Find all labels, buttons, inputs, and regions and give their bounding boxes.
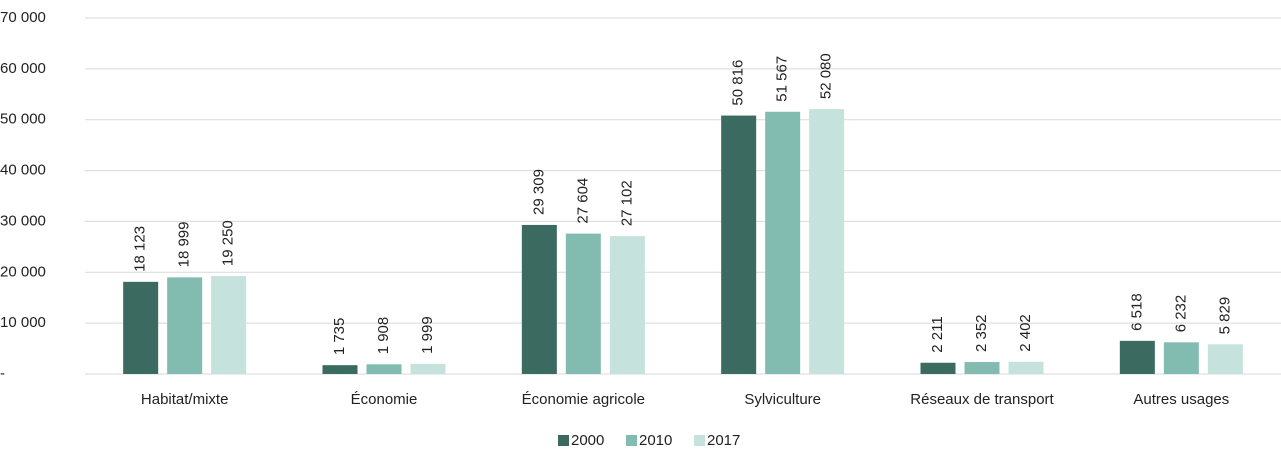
bar bbox=[1119, 340, 1155, 374]
bar bbox=[1008, 361, 1044, 374]
value-label: 51 567 bbox=[774, 56, 791, 102]
value-label: 19 250 bbox=[220, 220, 237, 266]
bar bbox=[964, 362, 1000, 374]
value-label: 52 080 bbox=[818, 53, 835, 99]
bar bbox=[609, 236, 645, 374]
y-tick-label: 30 000 bbox=[0, 212, 46, 229]
value-label: 6 232 bbox=[1172, 295, 1189, 333]
legend-swatch bbox=[626, 435, 637, 446]
x-tick-label: Réseaux de transport bbox=[910, 391, 1054, 408]
bar bbox=[410, 363, 446, 374]
legend-label: 2000 bbox=[571, 432, 604, 449]
bar bbox=[920, 362, 956, 374]
bar bbox=[211, 276, 247, 374]
value-label: 1 908 bbox=[375, 317, 392, 355]
value-label: 1 999 bbox=[419, 316, 436, 354]
value-label: 29 309 bbox=[530, 169, 547, 215]
bar bbox=[123, 281, 159, 374]
value-label: 2 352 bbox=[973, 314, 990, 352]
y-tick-label: 60 000 bbox=[0, 60, 46, 77]
value-label: 50 816 bbox=[730, 60, 747, 106]
value-label: 6 518 bbox=[1128, 293, 1145, 331]
x-tick-label: Sylviculture bbox=[744, 391, 821, 408]
bar bbox=[565, 233, 601, 374]
bar bbox=[521, 224, 557, 374]
value-label: 5 829 bbox=[1216, 297, 1233, 335]
value-label: 1 735 bbox=[331, 318, 348, 356]
x-tick-label: Économie bbox=[351, 391, 418, 408]
x-tick-label: Économie agricole bbox=[522, 391, 645, 408]
bar bbox=[322, 365, 358, 374]
legend-label: 2010 bbox=[639, 432, 672, 449]
bar bbox=[167, 277, 203, 374]
x-tick-label: Autres usages bbox=[1133, 391, 1229, 408]
value-label: 2 211 bbox=[929, 316, 946, 352]
legend-swatch bbox=[558, 435, 569, 446]
y-tick-label: 40 000 bbox=[0, 162, 46, 179]
y-tick-label: 50 000 bbox=[0, 111, 46, 128]
value-label: 27 102 bbox=[618, 180, 635, 226]
value-label: 18 123 bbox=[132, 226, 149, 272]
value-label: 2 402 bbox=[1017, 314, 1034, 352]
bar bbox=[765, 111, 801, 375]
y-tick-label: 70 000 bbox=[0, 9, 46, 26]
value-label: 27 604 bbox=[574, 178, 591, 224]
y-tick-label: - bbox=[0, 365, 5, 382]
bar bbox=[366, 364, 402, 374]
bar bbox=[721, 115, 757, 375]
bar bbox=[809, 109, 845, 375]
y-tick-label: 20 000 bbox=[0, 263, 46, 280]
bar bbox=[1207, 344, 1243, 374]
legend-swatch bbox=[694, 435, 705, 446]
x-tick-label: Habitat/mixte bbox=[141, 391, 229, 408]
y-tick-label: 10 000 bbox=[0, 314, 46, 331]
value-label: 18 999 bbox=[176, 221, 193, 267]
bar bbox=[1163, 342, 1199, 374]
legend-label: 2017 bbox=[707, 432, 740, 449]
